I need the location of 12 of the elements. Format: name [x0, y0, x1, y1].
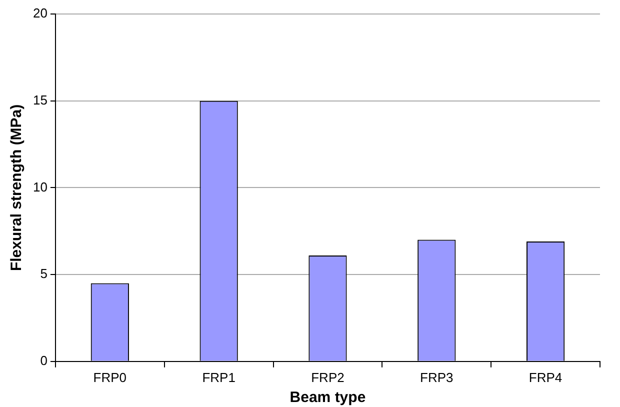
- x-axis-title: Beam type: [290, 389, 366, 406]
- y-tick-label: 5: [40, 266, 48, 282]
- y-tick-label: 15: [32, 92, 48, 108]
- y-tick-label: 20: [32, 6, 48, 21]
- y-tick-label: 0: [40, 352, 48, 368]
- x-tick-label: FRP4: [528, 370, 562, 385]
- x-tick-label: FRP1: [202, 370, 236, 385]
- y-tick-label: 10: [32, 179, 48, 194]
- x-tick-label: FRP2: [311, 370, 344, 385]
- y-axis-title: Flexural strength (MPa): [8, 104, 26, 272]
- x-tick-label: FRP3: [420, 370, 454, 385]
- x-tick-label: FRP0: [93, 370, 127, 385]
